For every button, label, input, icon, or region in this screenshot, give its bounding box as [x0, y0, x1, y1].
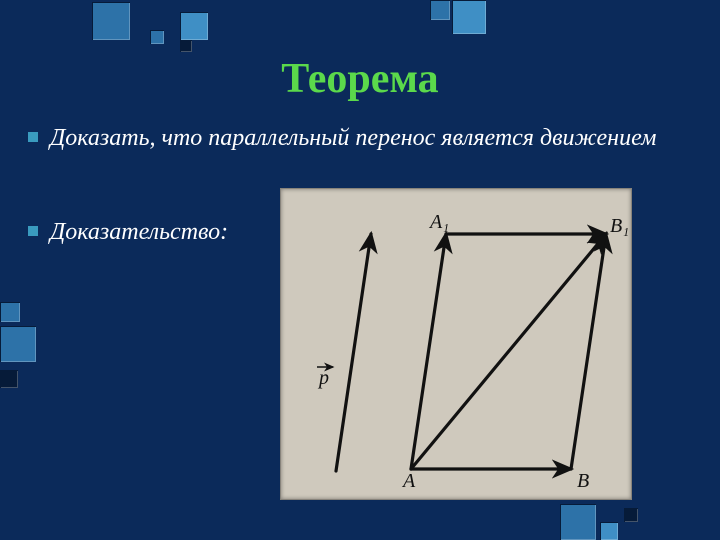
decor-square-icon [180, 12, 208, 40]
svg-text:A: A [401, 470, 416, 492]
decor-square-icon [624, 508, 638, 522]
decor-square-icon [92, 2, 130, 40]
svg-text:p: p [317, 367, 329, 389]
svg-text:B: B [577, 470, 589, 492]
decor-square-icon [180, 40, 192, 52]
decor-square-icon [430, 0, 450, 20]
svg-text:A₁: A₁ [428, 211, 449, 233]
theorem-figure: A B A₁ B₁ p [280, 188, 632, 500]
decor-square-icon [452, 0, 486, 34]
slide: Теорема Доказать, что параллельный перен… [0, 0, 720, 540]
bullet-item: Доказать, что параллельный перенос являе… [28, 123, 658, 153]
decor-square-icon [0, 302, 20, 322]
decor-square-icon [150, 30, 164, 44]
decor-square-icon [0, 326, 36, 362]
bullet-text: Доказать, что параллельный перенос являе… [50, 123, 658, 153]
decor-square-icon [560, 504, 596, 540]
decor-square-icon [600, 522, 618, 540]
figure-svg: A B A₁ B₁ p [281, 189, 631, 499]
decor-square-icon [0, 370, 18, 388]
bullet-marker-icon [28, 226, 38, 236]
svg-text:B₁: B₁ [610, 215, 629, 237]
bullet-marker-icon [28, 132, 38, 142]
slide-title: Теорема [0, 55, 720, 103]
